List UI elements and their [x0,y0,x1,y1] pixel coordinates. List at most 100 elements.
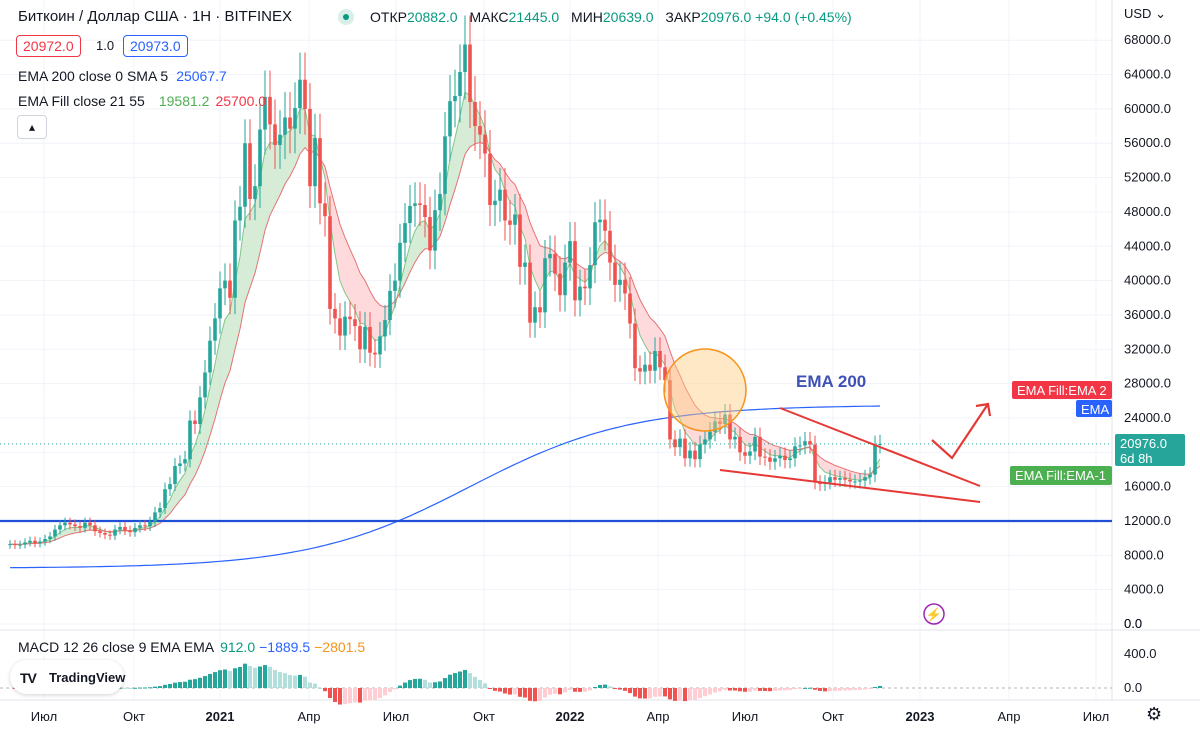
ema-fill-area [180,473,185,501]
ema-fill-area [745,431,750,447]
x-tick-label: Июл [732,709,758,724]
badge-ema [1076,400,1112,417]
candle-body [658,350,662,368]
ema-fill-area [830,462,835,476]
ema-fill-legend[interactable]: EMA Fill close 21 55 19581.2 25700.0 [18,93,266,109]
ema-fill-area [375,299,380,341]
candle-body [33,540,37,544]
macd-histogram-bar [568,688,572,690]
ema-fill-area [505,172,510,203]
candle-body [693,450,697,460]
ema-fill-area [820,457,825,473]
candle-body [393,280,397,291]
tradingview-logo[interactable]: TV TradingView [10,660,125,694]
currency-selector[interactable]: USD ⌄ [1124,6,1166,22]
macd-histogram-bar [813,688,817,690]
macd-histogram-bar [263,665,267,688]
macd-histogram-bar [773,688,777,691]
macd-tick-label: 0.0 [1124,680,1142,695]
badge-last-price-text: 20976.0 [1120,436,1167,451]
ema-fill-area [355,260,360,323]
macd-legend[interactable]: MACD 12 26 close 9 EMA EMA 912.0 −1889.5 −2… [18,639,366,655]
ema-fill-area [650,317,655,354]
settings-gear-icon[interactable]: ⚙ [1146,704,1163,724]
wedge-upper-line [779,407,981,487]
candle-body [633,323,637,369]
candle-body [858,480,862,482]
candle-body [558,273,562,296]
macd-histogram-bar [403,682,407,688]
candle-body [298,79,302,109]
candle-body [368,326,372,353]
ema200-legend[interactable]: EMA 200 close 0 SMA 5 25067.7 [18,68,227,84]
candle-body [413,203,417,206]
macd-histogram-bar [843,688,847,691]
macd-histogram-bar [663,688,667,697]
ema-fill-area [775,445,780,456]
macd-histogram-bar [138,687,142,689]
candle-body [603,219,607,231]
candle-body [138,525,142,528]
macd-signal-value: −2801.5 [314,639,366,655]
ema-fill-area [330,187,335,254]
candle-body [598,219,602,223]
candle-body [418,203,422,206]
macd-histogram-bar [238,666,242,688]
candle-body [308,108,312,187]
candle-body [143,525,147,527]
candle-body [263,96,267,130]
macd-histogram-bar [348,688,352,704]
macd-histogram-bar [753,688,757,691]
candle-body [328,216,332,309]
badge-ema-fill-2 [1012,381,1112,399]
ema-fill-area [690,396,695,446]
x-tick-label: Окт [123,709,145,724]
y-tick-label: 44000.0 [1124,238,1171,253]
macd-histogram-bar [833,688,837,692]
candle-body [828,477,832,483]
candle-body [803,441,807,446]
ema-fill-area [635,287,640,336]
candle-body [253,186,257,200]
macd-histogram-bar [793,688,797,690]
macd-histogram-bar [638,688,642,699]
candle-body [813,444,817,483]
sell-price-button[interactable]: 20972.0 [16,35,81,57]
candle-body [148,521,152,527]
ema-fill-area [655,322,660,358]
macd-histogram-bar [718,688,722,692]
candle-body [323,203,327,217]
ema-fill-area [770,443,775,456]
ema-fill-area [345,237,350,302]
macd-histogram-bar [633,688,637,697]
macd-histogram-bar [193,679,197,688]
candle-body [563,262,567,296]
candle-body [588,265,592,289]
macd-histogram-bar [848,688,852,691]
macd-histogram-bar [393,688,397,690]
candle-body [303,79,307,109]
candle-body [758,436,762,457]
macd-histogram-bar [288,674,292,688]
macd-histogram-bar [223,669,227,688]
candle-body [333,308,337,319]
candle-body [63,522,67,526]
macd-histogram-bar [298,674,302,688]
buy-price-button[interactable]: 20973.0 [123,35,188,57]
ema-fill-area [465,92,470,155]
candle-body [43,539,47,542]
macd-histogram-bar [343,688,347,705]
candle-body [28,540,32,543]
candle-body [493,200,497,206]
collapse-legend-button[interactable]: ▴ [17,115,47,139]
candle-body [843,478,847,480]
ema-fill-area [230,281,235,371]
ema-fill-area [285,131,290,185]
candle-body [243,143,247,207]
candle-body [218,288,222,319]
macd-histogram-bar [258,666,262,688]
candle-body [168,484,172,490]
macd-histogram-bar [153,686,157,688]
symbol-title[interactable]: Биткоин / Доллар США · 1Н · BITFINEX [18,8,292,25]
